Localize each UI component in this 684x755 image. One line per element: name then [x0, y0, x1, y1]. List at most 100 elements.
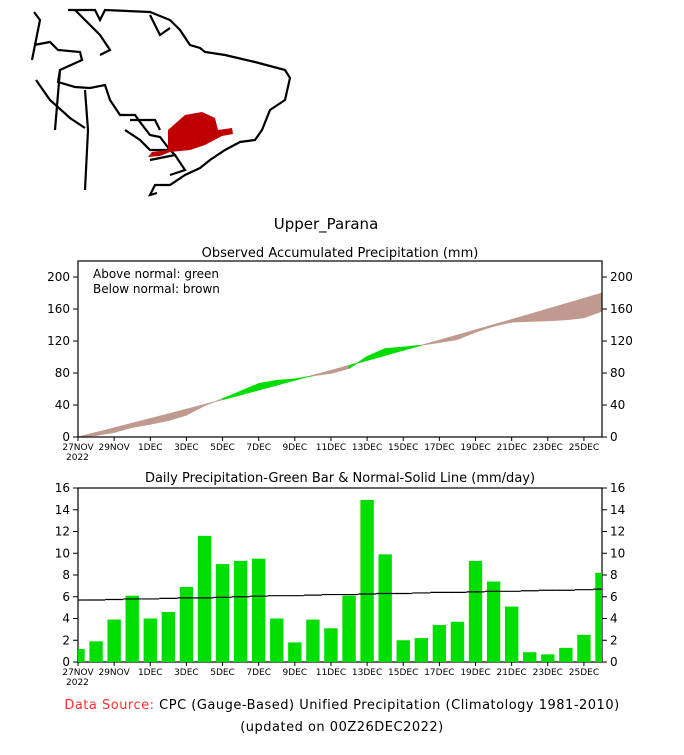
precip-bar [486, 581, 501, 662]
precip-bar [504, 606, 519, 662]
below-normal-fill [457, 329, 476, 341]
precip-bar [233, 560, 248, 662]
precip-bar [414, 638, 428, 662]
x-tick-label: 1DEC [138, 443, 163, 453]
daily-chart: Daily Precipitation-Green Bar & Normal-S… [55, 471, 626, 688]
precip-bar [450, 621, 465, 662]
below-normal-fill [475, 324, 494, 333]
data-source-label: Data Source: [64, 698, 155, 713]
x-tick-label: 21DEC [496, 443, 526, 453]
y-tick-label: 40 [55, 398, 70, 412]
y-tick-label: 80 [55, 366, 70, 380]
y-tick-label-right: 16 [610, 481, 625, 495]
updated-text: (updated on 00Z26DEC2022) [240, 720, 444, 735]
below-normal-fill [583, 292, 603, 319]
data-source-line: Data Source: CPC (Gauge-Based) Unified P… [0, 698, 684, 713]
plot-frame [77, 260, 603, 438]
y-tick-label: 8 [62, 568, 70, 582]
y-tick-label: 160 [47, 302, 70, 316]
below-normal-fill [565, 297, 585, 321]
precip-bar [468, 560, 483, 662]
x-tick-label: 19DEC [460, 443, 490, 453]
y-tick-label: 0 [62, 655, 70, 669]
below-normal-fill [186, 403, 205, 416]
y-tick-label-right: 6 [610, 590, 618, 604]
y-tick-label: 200 [47, 270, 70, 284]
region-title: Upper_Parana [274, 215, 379, 234]
y-tick-label: 12 [55, 525, 70, 539]
precip-bar [125, 595, 139, 662]
chart-title: Observed Accumulated Precipitation (mm) [202, 246, 479, 261]
y-tick-label-right: 80 [610, 366, 625, 380]
x-tick-label: 1DEC [138, 668, 163, 678]
below-normal-fill [529, 308, 549, 322]
above-normal-fill [402, 344, 422, 351]
y-tick-label-right: 200 [610, 270, 633, 284]
below-normal-fill [167, 408, 187, 422]
precip-bar [215, 564, 230, 662]
y-tick-label: 120 [47, 334, 70, 348]
below-normal-fill [312, 369, 332, 377]
precip-bar [559, 647, 573, 662]
precip-bar [396, 640, 410, 662]
x-year-label: 2022 [66, 453, 89, 463]
below-normal-fill [493, 318, 513, 327]
x-tick-label: 17DEC [424, 443, 454, 453]
x-tick-label: 13DEC [352, 668, 382, 678]
x-tick-label: 9DEC [283, 443, 308, 453]
below-normal-fill [204, 398, 223, 407]
x-tick-label: 5DEC [210, 443, 235, 453]
above-normal-fill [258, 379, 278, 391]
x-tick-label: 23DEC [533, 668, 563, 678]
precip-bar [306, 619, 320, 662]
precip-bar [252, 558, 266, 662]
precip-bar [360, 499, 374, 662]
above-normal-fill [294, 374, 314, 381]
precip-bar [78, 648, 85, 662]
x-tick-label: 19DEC [460, 668, 490, 678]
below-normal-fill [438, 334, 458, 343]
upper-parana-region [148, 112, 233, 157]
precip-bar [107, 619, 121, 662]
data-source-text: CPC (Gauge-Based) Unified Precipitation … [159, 698, 620, 713]
precip-bar [432, 625, 447, 662]
below-normal-fill [131, 418, 151, 428]
precip-bar [541, 654, 555, 662]
y-tick-label: 6 [62, 590, 70, 604]
below-normal-fill [77, 431, 97, 438]
y-tick-label: 14 [55, 503, 70, 517]
x-tick-label: 21DEC [496, 668, 526, 678]
map-coastline [30, 8, 292, 197]
y-tick-label: 4 [62, 612, 70, 626]
x-tick-label: 9DEC [283, 668, 308, 678]
above-normal-fill [276, 378, 296, 386]
x-tick-label: 7DEC [246, 443, 271, 453]
accumulated-chart: Observed Accumulated Precipitation (mm) 0… [47, 246, 633, 463]
legend-below: Below normal: brown [93, 282, 220, 296]
x-tick-label: 13DEC [352, 443, 382, 453]
below-normal-fill [330, 364, 350, 374]
x-tick-label: 25DEC [569, 668, 599, 678]
above-normal-fill [222, 390, 242, 401]
x-tick-label: 11DEC [316, 668, 346, 678]
x-tick-label: 15DEC [388, 443, 418, 453]
x-year-label: 2022 [66, 678, 89, 688]
precip-bar [342, 595, 356, 662]
region-map [30, 8, 292, 197]
below-normal-fill [95, 427, 115, 436]
precip-bar [161, 611, 176, 662]
x-tick-label: 29NOV [98, 668, 130, 678]
y-tick-label-right: 0 [610, 655, 618, 669]
y-tick-label-right: 8 [610, 568, 618, 582]
y-tick-label-right: 120 [610, 334, 633, 348]
precip-bar [179, 586, 194, 662]
below-normal-fill [547, 303, 567, 322]
y-tick-label-right: 4 [610, 612, 618, 626]
map-borders [33, 9, 187, 191]
above-normal-fill [240, 382, 260, 396]
y-tick-label: 2 [62, 633, 70, 647]
x-tick-label: 15DEC [388, 668, 418, 678]
x-tick-label: 29NOV [98, 443, 130, 453]
y-tick-label-right: 10 [610, 546, 625, 560]
